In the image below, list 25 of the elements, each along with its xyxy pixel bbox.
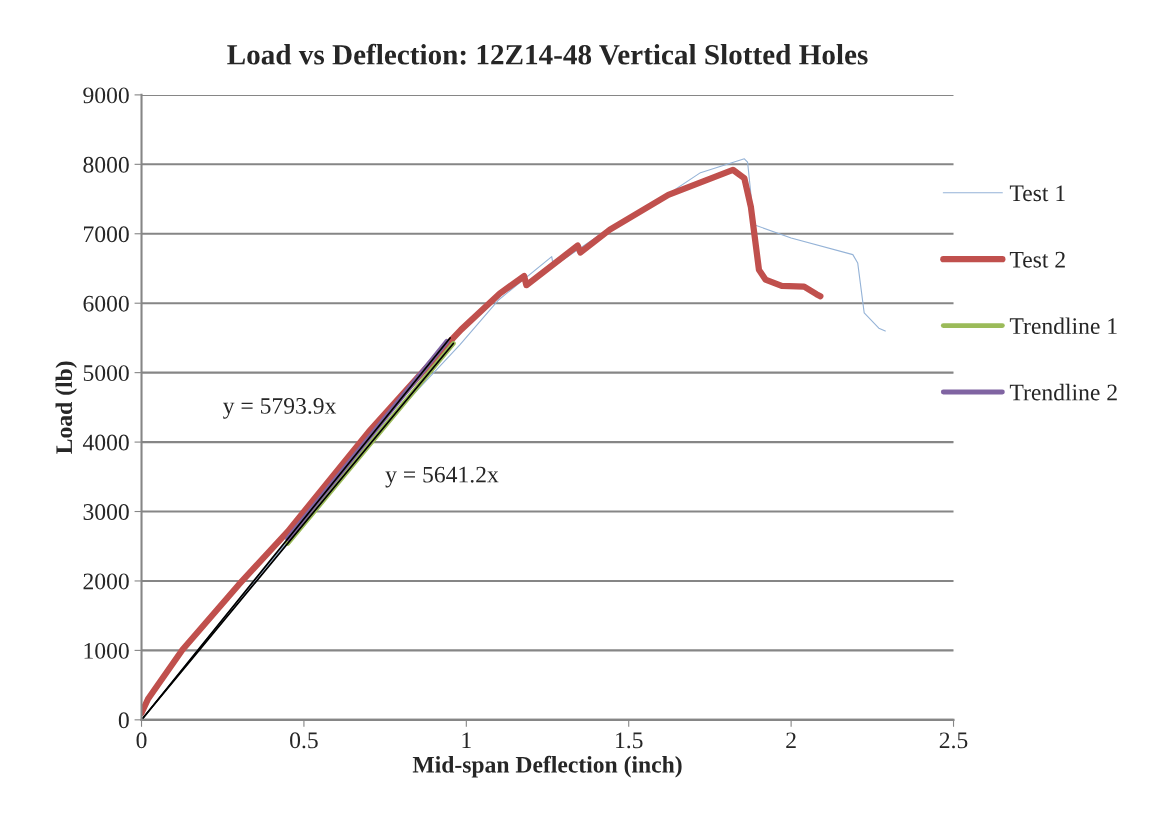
legend-label: Test 1 — [1009, 185, 1065, 202]
y-axis-title: Load (lb) — [55, 361, 77, 454]
x-tick-label: 1 — [462, 732, 471, 749]
y-tick-label: 0 — [118, 712, 129, 729]
y-tick-label: 8000 — [83, 156, 129, 173]
annotation: y = 5793.9x — [223, 397, 337, 419]
x-axis-title: Mid-span Deflection (inch) — [412, 755, 682, 778]
y-tick-label: 4000 — [82, 434, 129, 451]
y-tick-label: 7000 — [84, 226, 129, 243]
y-tick-label: 1000 — [84, 642, 129, 659]
x-tick-label: 2.5 — [939, 732, 968, 749]
legend-label: Trendline 2 — [1009, 383, 1117, 401]
x-tick-label: 1.5 — [616, 732, 643, 749]
chart-title: Load vs Deflection: 12Z14-48 Vertical Slotted Holes — [227, 43, 868, 65]
x-tick-label: 0.5 — [290, 732, 318, 749]
annotation: y = 5641.2x — [385, 466, 499, 488]
y-tick-label: 6000 — [83, 295, 129, 312]
x-tick-label: 2 — [786, 732, 796, 749]
y-tick-label: 2000 — [83, 573, 129, 590]
legend-label: Trendline 1 — [1009, 317, 1117, 335]
x-tick-label: 0 — [136, 732, 147, 749]
legend-label: Test 2 — [1009, 251, 1065, 268]
y-tick-label: 9000 — [83, 87, 129, 104]
y-tick-label: 3000 — [83, 504, 129, 520]
y-tick-label: 5000 — [83, 365, 129, 382]
